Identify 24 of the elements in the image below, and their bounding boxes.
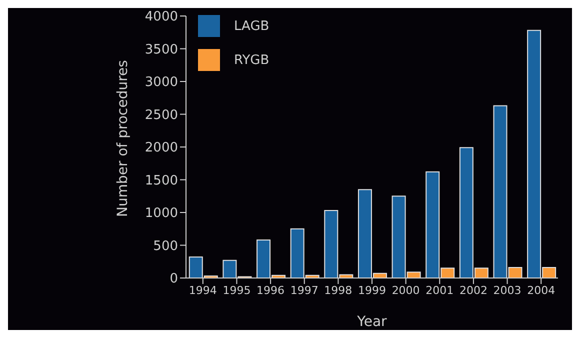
x-tick-label: 1994	[188, 284, 217, 297]
x-tick-label: 2000	[392, 284, 420, 297]
y-axis-title: Number of procedures	[114, 60, 131, 217]
y-tick-label: 1500	[144, 173, 178, 188]
x-tick-label: 2004	[527, 284, 556, 297]
y-tick-label: 2000	[144, 140, 178, 156]
x-tick-label: 1997	[290, 284, 318, 297]
x-tick-label: 1999	[358, 284, 386, 297]
x-tick-label: 1996	[256, 284, 285, 297]
y-tick-label: 4000	[144, 10, 178, 25]
y-tick-label: 0	[170, 272, 178, 287]
x-axis-title: Year	[356, 314, 388, 330]
y-tick-label: 3500	[144, 42, 178, 58]
legend-label: LAGB	[234, 19, 270, 34]
x-tick-label: 1998	[324, 284, 352, 297]
y-tick-label: 500	[153, 238, 178, 254]
y-tick-label: 1000	[144, 206, 178, 222]
legend-label: RYGB	[234, 53, 270, 68]
x-tick-label: 2002	[459, 284, 488, 297]
y-tick-label: 3000	[144, 75, 178, 90]
x-tick-label: 2001	[426, 284, 454, 297]
x-tick-label: 2003	[493, 284, 522, 297]
x-tick-label: 1995	[222, 284, 251, 297]
y-tick-label: 2500	[144, 108, 178, 123]
